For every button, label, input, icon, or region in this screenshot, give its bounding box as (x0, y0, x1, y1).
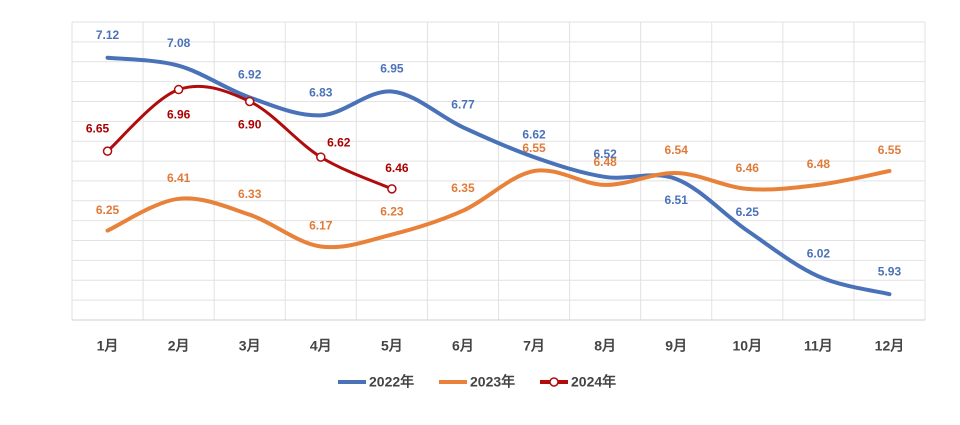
data-label: 6.17 (309, 219, 333, 233)
series-line (105, 168, 892, 250)
x-tick-label: 12月 (875, 338, 905, 354)
x-tick-label: 10月 (733, 338, 763, 354)
data-label: 6.62 (522, 127, 546, 141)
data-label: 6.35 (451, 181, 475, 195)
x-tick-label: 2月 (168, 338, 190, 354)
data-label: 6.92 (238, 68, 262, 82)
x-tick-label: 1月 (97, 338, 119, 354)
data-label: 6.62 (327, 135, 351, 149)
data-label: 6.41 (167, 171, 191, 185)
data-label: 7.12 (96, 28, 120, 42)
data-label: 6.02 (807, 246, 831, 260)
point-marker (244, 96, 255, 107)
data-label: 6.25 (736, 205, 760, 219)
data-label: 6.65 (86, 121, 110, 135)
data-label: 5.93 (878, 264, 902, 278)
x-tick-label: 5月 (381, 338, 403, 354)
data-label: 6.55 (522, 141, 546, 155)
data-label: 6.96 (167, 108, 191, 122)
x-tick-label: 7月 (523, 338, 545, 354)
legend-label: 2022年 (369, 374, 414, 390)
x-tick-label: 4月 (310, 338, 332, 354)
data-label: 6.51 (665, 193, 689, 207)
x-tick-label: 11月 (804, 338, 833, 354)
data-label: 6.46 (385, 161, 409, 175)
data-label: 6.23 (380, 205, 404, 219)
point-marker (173, 84, 184, 95)
data-label: 6.90 (238, 118, 262, 132)
data-label: 6.95 (380, 62, 404, 76)
data-label: 6.46 (736, 161, 760, 175)
legend-marker (549, 377, 559, 387)
data-label: 6.48 (807, 157, 831, 171)
data-label: 7.08 (167, 36, 191, 50)
data-label: 6.83 (309, 86, 333, 100)
legend-label: 2024年 (571, 374, 616, 390)
point-marker (316, 152, 326, 162)
data-label: 6.54 (665, 143, 689, 157)
data-label: 6.25 (96, 203, 120, 217)
data-label: 6.33 (238, 187, 262, 201)
x-tick-label: 9月 (665, 338, 687, 354)
x-tick-label: 6月 (452, 338, 474, 354)
data-label: 6.77 (451, 97, 475, 111)
data-label: 6.52 (593, 147, 617, 161)
x-tick-label: 8月 (594, 338, 616, 354)
data-label: 6.55 (878, 143, 902, 157)
legend-label: 2023年 (470, 374, 515, 390)
point-marker (387, 184, 397, 194)
data-label: 6.48 (593, 155, 617, 169)
point-marker (102, 146, 113, 156)
x-tick-label: 3月 (239, 338, 261, 354)
